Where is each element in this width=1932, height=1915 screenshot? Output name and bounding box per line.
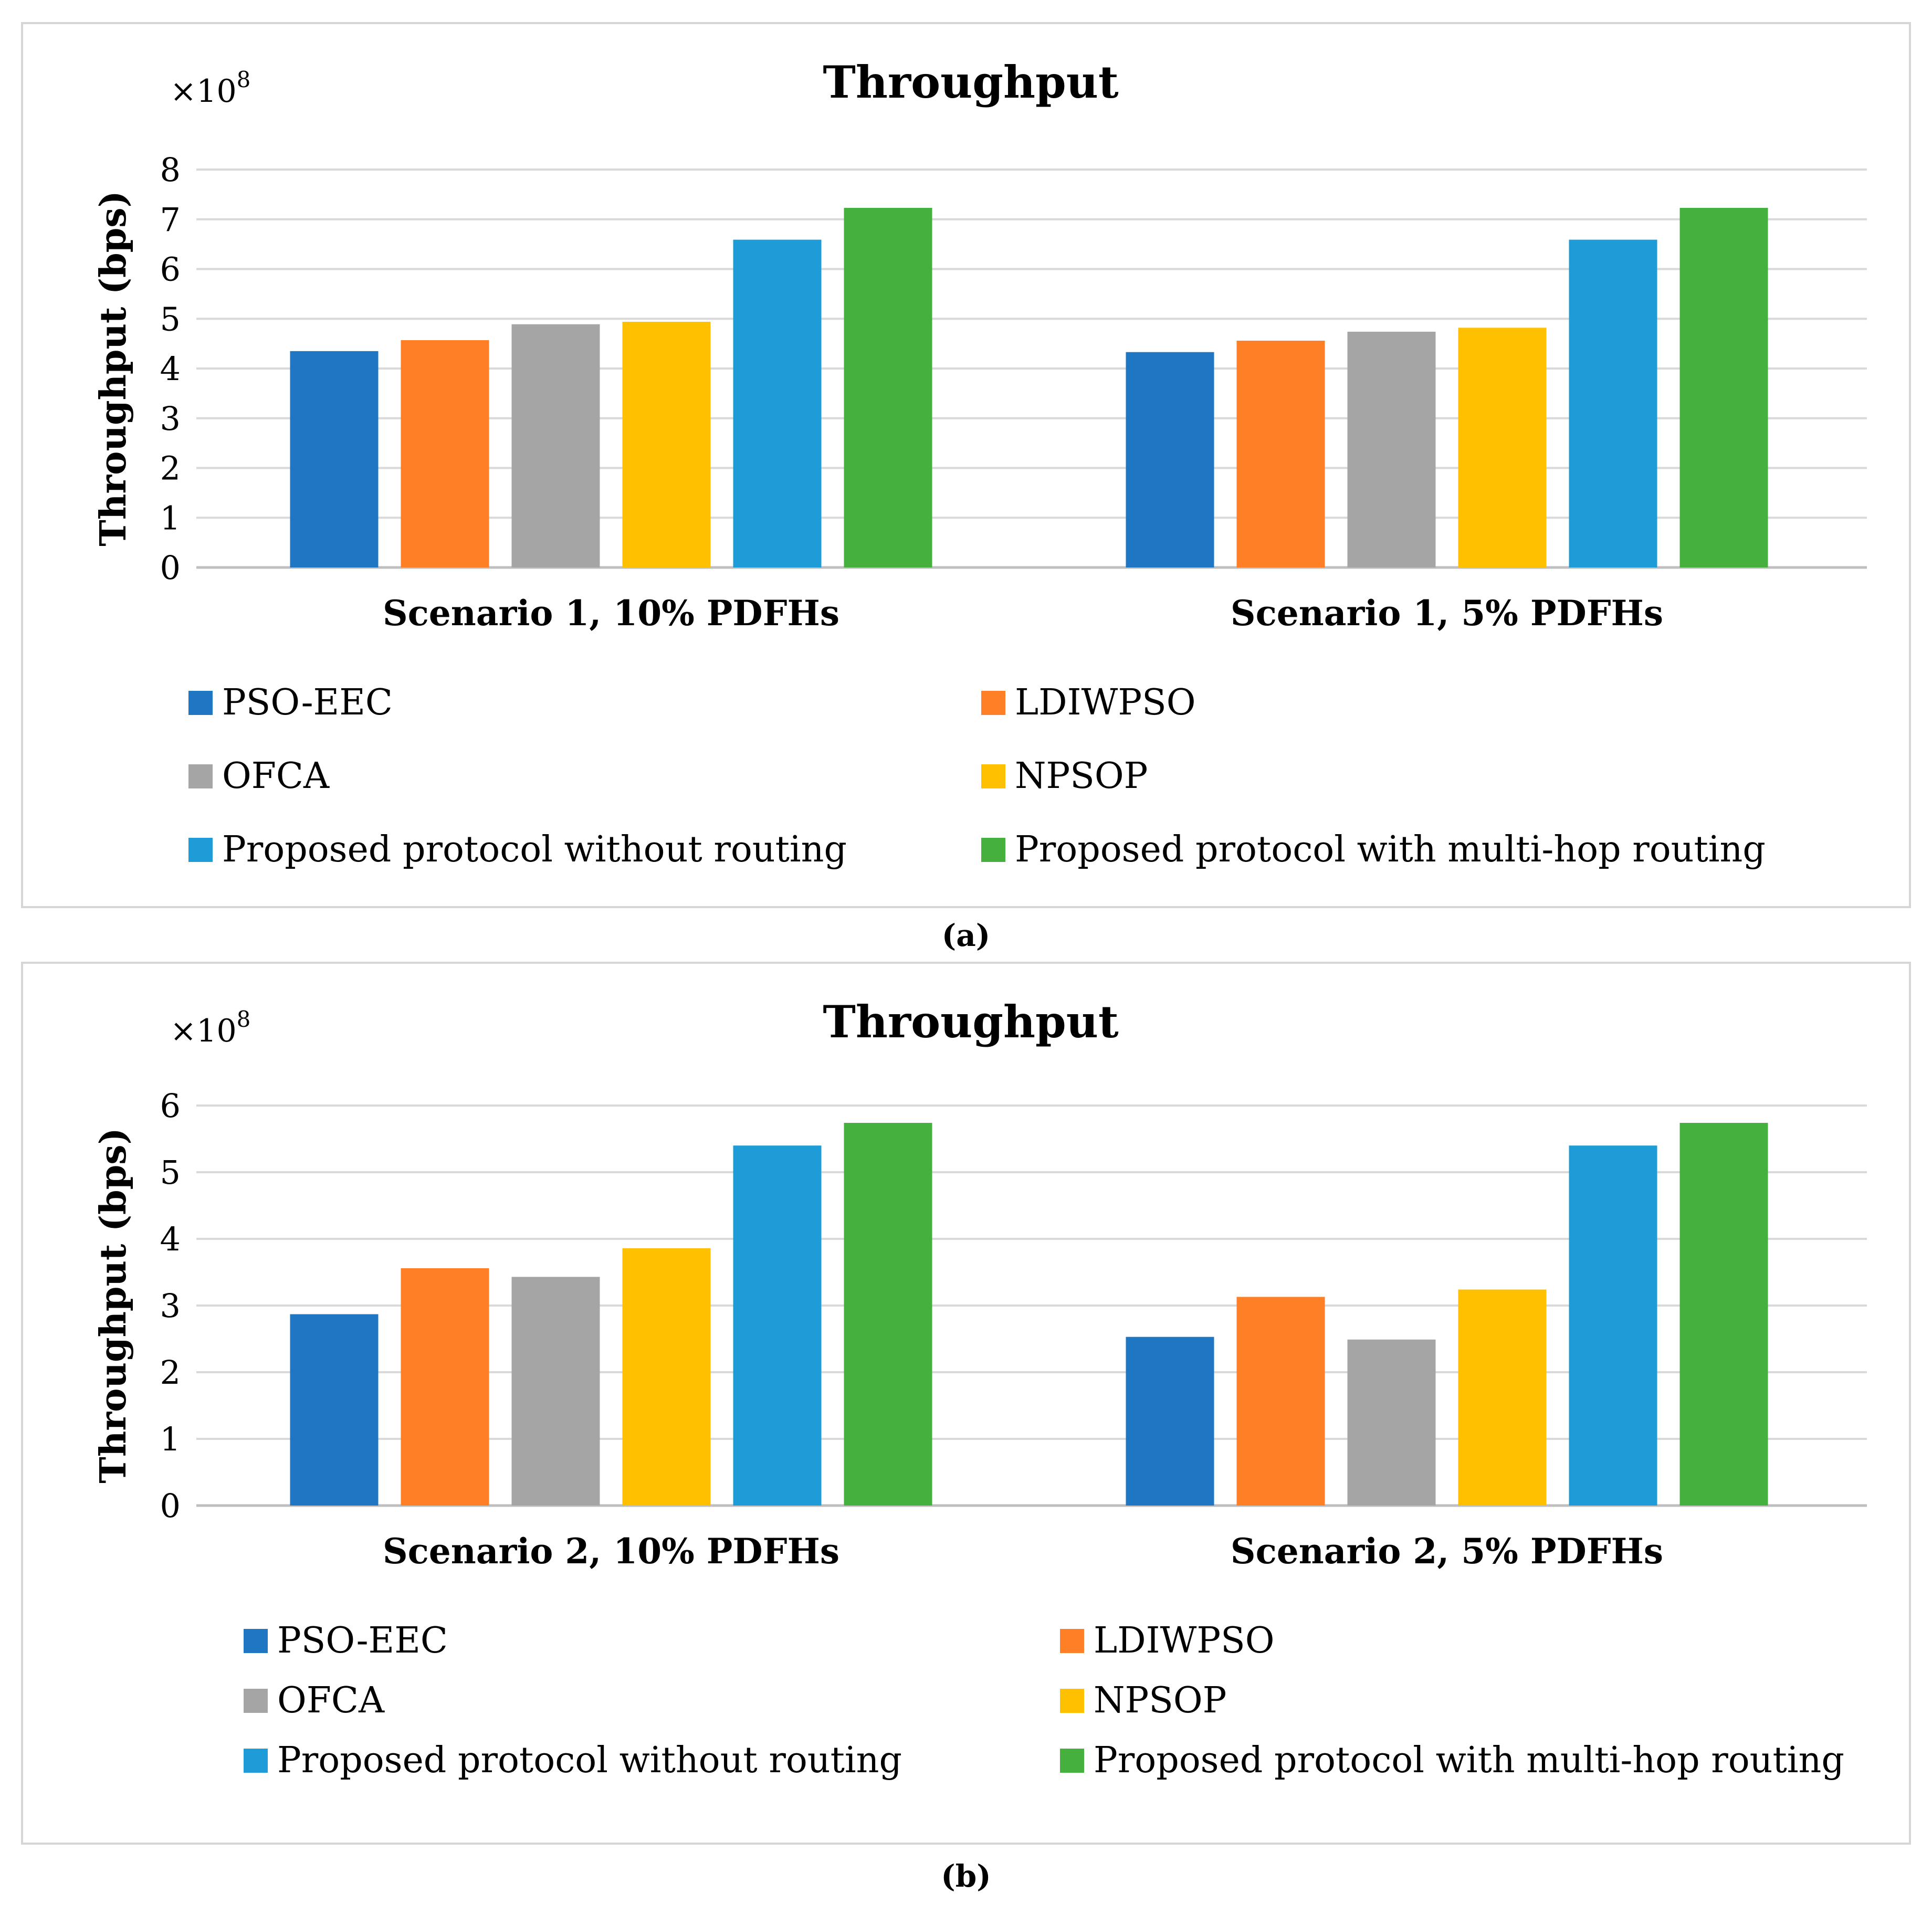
legend-label: Proposed protocol with multi-hop routing xyxy=(1094,1740,1844,1781)
legend-item: NPSOP xyxy=(981,755,1148,797)
bar-proposed-protocol-without-routing xyxy=(733,1145,822,1506)
legend-swatch xyxy=(981,837,1005,862)
legend-swatch xyxy=(188,764,213,788)
legend-swatch xyxy=(244,1628,268,1653)
y-tick-label: 4 xyxy=(160,1220,181,1258)
legend-item: LDIWPSO xyxy=(981,682,1196,723)
legend-label: PSO-EEC xyxy=(222,682,393,723)
legend-b: PSO-EEC LDIWPSO OFCA NPSOP Proposed protocol… xyxy=(23,964,1913,1843)
legend-label: NPSOP xyxy=(1015,755,1148,797)
bar-ldiwpso xyxy=(1236,340,1325,567)
y-tick-label: 3 xyxy=(160,1287,181,1325)
y-tick-label: 2 xyxy=(160,1353,181,1392)
legend-label: OFCA xyxy=(277,1680,385,1721)
legend-swatch xyxy=(244,1688,268,1713)
bar-proposed-protocol-without-routing xyxy=(733,239,822,567)
y-axis-label: Throughput (bps) xyxy=(92,191,134,546)
legend-label: OFCA xyxy=(222,755,330,797)
chart-title: Throughput xyxy=(823,56,1119,108)
bar-npsop xyxy=(1458,1289,1547,1506)
legend-label: Proposed protocol without routing xyxy=(222,829,847,870)
legend-label: PSO-EEC xyxy=(277,1620,448,1661)
legend-swatch xyxy=(981,690,1005,715)
bar-proposed-protocol-without-routing xyxy=(1569,1145,1657,1506)
y-tick-label: 4 xyxy=(160,350,181,388)
caption-a: (a) xyxy=(941,918,991,953)
legend-label: LDIWPSO xyxy=(1094,1620,1275,1661)
legend-label: Proposed protocol without routing xyxy=(277,1740,902,1781)
bar-proposed-protocol-with-multi-hop-routing xyxy=(844,1123,932,1506)
y-tick-label: 1 xyxy=(160,1420,181,1458)
chart-panel-a: Throughput ×108 0 1 2 3 4 5 6 7 8 Throughput (bps) S… xyxy=(21,22,1911,908)
y-tick-label: 5 xyxy=(160,300,181,338)
y-tick-label: 6 xyxy=(160,250,181,289)
legend-item: Proposed protocol without routing xyxy=(188,829,847,870)
legend-item: PSO-EEC xyxy=(244,1620,448,1661)
legend-label: Proposed protocol with multi-hop routing xyxy=(1015,829,1766,870)
bar-pso-eec xyxy=(290,351,379,567)
legend-swatch xyxy=(188,837,213,862)
x-category-label: Scenario 2, 5% PDFHs xyxy=(1231,1531,1663,1572)
legend-swatch xyxy=(244,1748,268,1773)
y-axis-label: Throughput (bps) xyxy=(92,1128,134,1483)
bar-proposed-protocol-with-multi-hop-routing xyxy=(1679,207,1768,567)
bar-proposed-protocol-with-multi-hop-routing xyxy=(1679,1123,1768,1506)
bar-proposed-protocol-without-routing xyxy=(1569,239,1657,567)
legend-swatch xyxy=(981,764,1005,788)
legend-swatch xyxy=(1060,1748,1084,1773)
bar-npsop xyxy=(622,1248,711,1506)
bar-ofca xyxy=(1347,1339,1436,1506)
axis-multiplier-power: 8 xyxy=(237,1006,251,1032)
bar-proposed-protocol-with-multi-hop-routing xyxy=(844,207,932,567)
bar-ofca xyxy=(1347,331,1436,567)
chart-panel-b: Throughput ×108 0 1 2 3 4 5 6 Throughput (bps) Sce… xyxy=(21,962,1911,1845)
bar-npsop xyxy=(622,321,711,567)
legend-item: Proposed protocol with multi-hop routing xyxy=(981,829,1766,870)
bar-pso-eec xyxy=(1126,1337,1214,1506)
chart-title: Throughput xyxy=(823,996,1119,1048)
bar-pso-eec xyxy=(290,1314,379,1506)
x-category-label: Scenario 2, 10% PDFHs xyxy=(383,1531,839,1572)
bar-npsop xyxy=(1458,328,1547,567)
bar-ldiwpso xyxy=(401,1268,489,1506)
y-tick-label: 8 xyxy=(160,151,181,189)
y-tick-label: 0 xyxy=(160,1487,181,1525)
legend-item: OFCA xyxy=(244,1680,384,1721)
y-tick-label: 5 xyxy=(160,1153,181,1192)
legend-item: PSO-EEC xyxy=(188,682,393,723)
x-category-label: Scenario 1, 5% PDFHs xyxy=(1231,593,1663,634)
bar-ofca xyxy=(511,1277,600,1506)
bar-ofca xyxy=(511,324,600,567)
legend-item: OFCA xyxy=(188,755,329,797)
legend-swatch xyxy=(188,690,213,715)
legend-item: LDIWPSO xyxy=(1060,1620,1275,1661)
y-tick-label: 0 xyxy=(160,549,181,587)
axis-multiplier-power: 8 xyxy=(237,67,251,92)
legend-label: LDIWPSO xyxy=(1015,682,1196,723)
legend-swatch xyxy=(1060,1688,1084,1713)
y-tick-label: 6 xyxy=(160,1087,181,1125)
legend-a: PSO-EEC LDIWPSO OFCA NPSOP Proposed protocol… xyxy=(23,24,1913,906)
y-tick-label: 7 xyxy=(160,201,181,239)
bar-ldiwpso xyxy=(401,340,489,567)
caption-b: (b) xyxy=(941,1858,991,1894)
y-tick-label: 3 xyxy=(160,399,181,438)
legend-item: NPSOP xyxy=(1060,1680,1226,1721)
bar-pso-eec xyxy=(1126,352,1214,567)
bar-ldiwpso xyxy=(1236,1297,1325,1506)
legend-label: NPSOP xyxy=(1094,1680,1227,1721)
y-tick-label: 1 xyxy=(160,499,181,537)
y-tick-label: 2 xyxy=(160,449,181,488)
legend-item: Proposed protocol without routing xyxy=(244,1740,902,1781)
legend-item: Proposed protocol with multi-hop routing xyxy=(1060,1740,1844,1781)
x-category-label: Scenario 1, 10% PDFHs xyxy=(383,593,839,634)
legend-swatch xyxy=(1060,1628,1084,1653)
